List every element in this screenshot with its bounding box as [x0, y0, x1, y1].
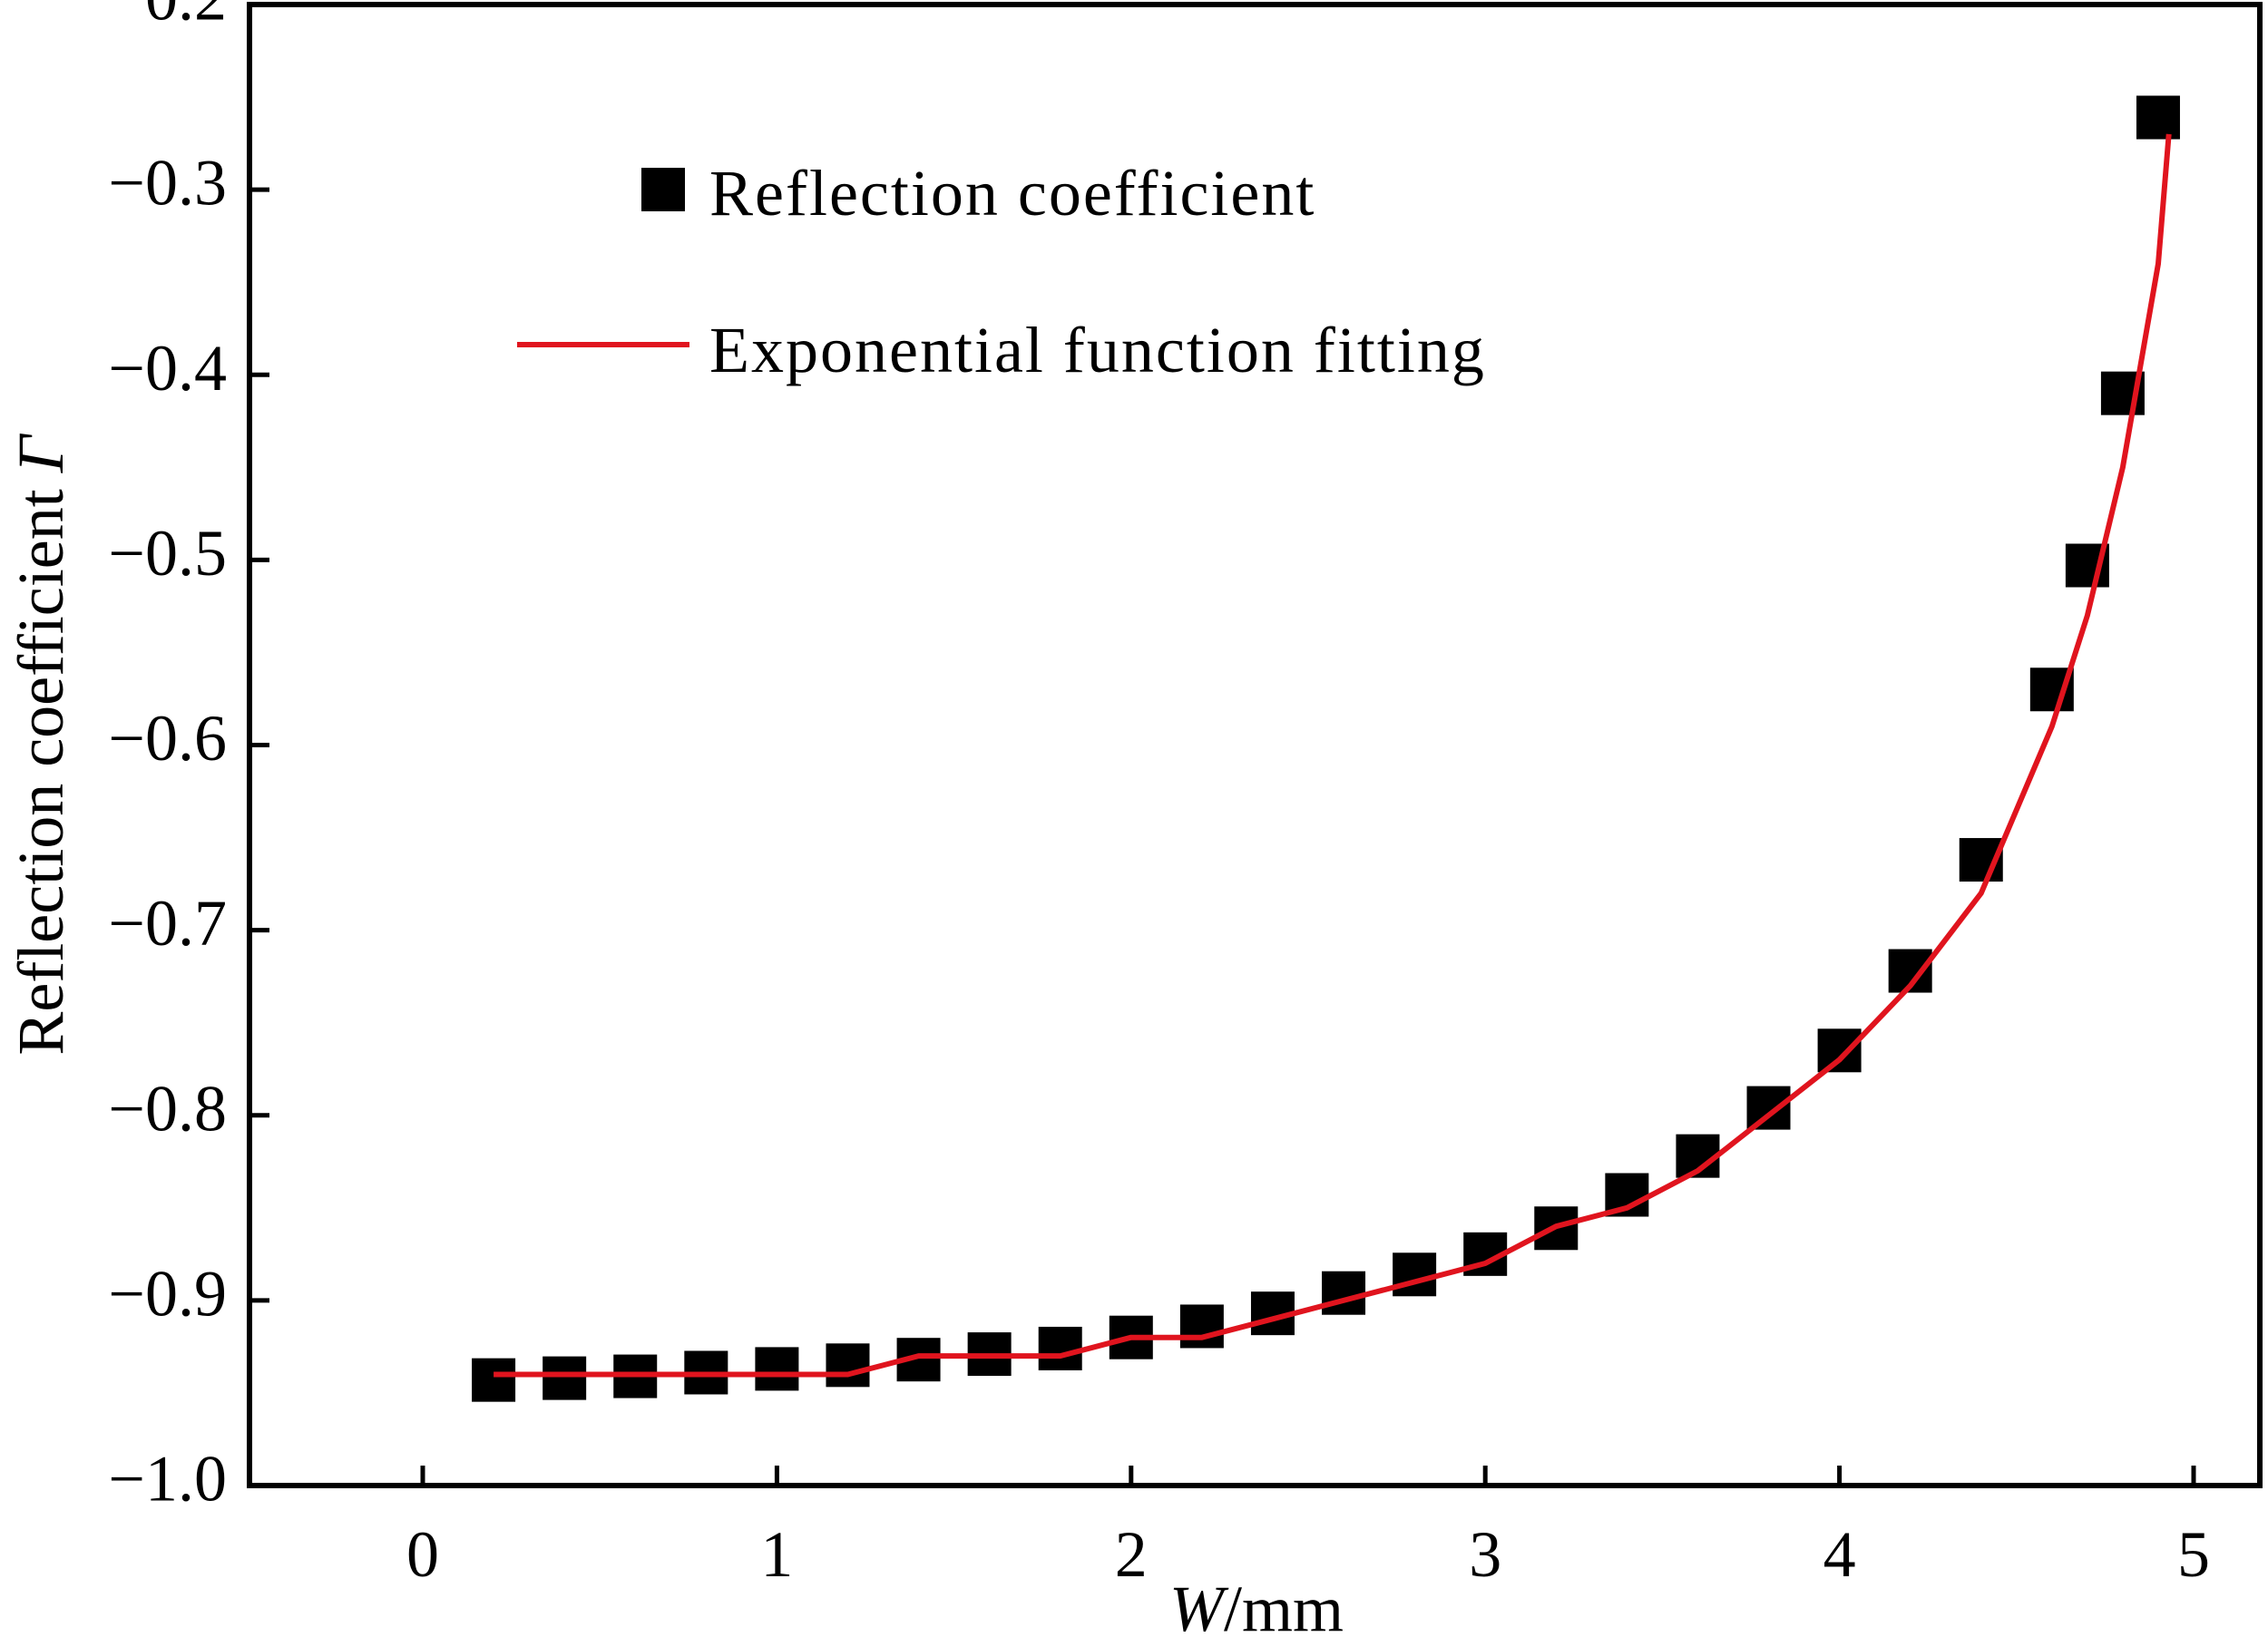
data-point: [826, 1343, 870, 1388]
legend-label-reflection: Reflection coefficient: [709, 157, 1315, 229]
x-tick-label: 5: [2177, 1518, 2210, 1591]
x-axis-title-symbol: W: [1169, 1573, 1229, 1637]
y-axis-title-text: Reflection coefficient: [5, 473, 77, 1055]
data-point: [755, 1347, 799, 1391]
y-tick-label: −0.8: [108, 1072, 227, 1145]
x-tick-label: 1: [760, 1518, 793, 1591]
data-point: [1179, 1304, 1224, 1349]
x-tick-label: 4: [1823, 1518, 1856, 1591]
y-tick-label: −0.3: [108, 147, 227, 219]
ticks-layer: −1.0 −0.9 −0.8 −0.7 −0.6 −0.5 −0.4 −0.3 −0.2 0 1 2 3…: [108, 0, 2210, 1591]
legend-label-fitting: Exponential function fitting: [709, 314, 1486, 386]
data-point: [2136, 95, 2180, 140]
y-axis-title-symbol: Γ: [5, 433, 77, 473]
data-point: [472, 1358, 516, 1402]
y-tick-label: −1.0: [108, 1443, 227, 1515]
data-point: [1393, 1252, 1437, 1297]
y-axis-title: Reflection coefficient Γ: [5, 433, 77, 1055]
series-layer: [472, 95, 2180, 1402]
x-axis-title-unit: /mm: [1224, 1573, 1344, 1637]
x-axis-title: W/mm: [1169, 1573, 1344, 1637]
legend-marker-square: [641, 168, 685, 211]
fit-line: [494, 133, 2172, 1378]
x-tick-label: 3: [1469, 1518, 1501, 1591]
data-point: [1038, 1326, 1082, 1370]
data-point: [1746, 1086, 1791, 1130]
y-tick-label: −0.4: [108, 332, 227, 404]
data-point: [1322, 1271, 1366, 1315]
y-tick-label: −0.6: [108, 702, 227, 775]
y-tick-label: −0.9: [108, 1257, 227, 1330]
y-tick-label: −0.7: [108, 887, 227, 960]
y-tick-label: −0.2: [108, 0, 227, 34]
x-tick-label: 2: [1115, 1518, 1148, 1591]
x-tick-label: 0: [406, 1518, 439, 1591]
legend: Reflection coefficient Exponential funct…: [517, 157, 1486, 386]
y-tick-label: −0.5: [108, 517, 227, 590]
data-point: [1817, 1028, 1862, 1073]
data-point: [543, 1356, 587, 1400]
